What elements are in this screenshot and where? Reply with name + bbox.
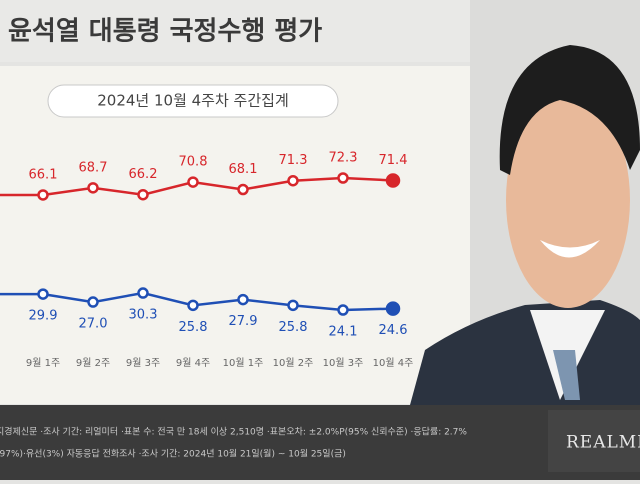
x-tick-label: 9월 3주 (126, 357, 160, 369)
data-point (137, 287, 149, 299)
data-point (187, 299, 199, 312)
x-tick-label: 10월 2주 (273, 357, 314, 369)
data-point (385, 301, 401, 316)
x-tick-label: 10월 1주 (223, 357, 264, 369)
data-point (337, 304, 349, 316)
data-point (287, 174, 299, 187)
photo (410, 0, 640, 405)
data-label: 72.3 (329, 151, 358, 166)
tie (553, 350, 580, 400)
data-point (37, 189, 49, 201)
data-point (87, 182, 99, 194)
hair (499, 45, 640, 175)
data-label: 27.9 (229, 314, 258, 329)
data-label: 25.8 (279, 320, 308, 335)
data-label: 25.8 (179, 320, 208, 335)
series-line (0, 176, 394, 197)
data-label: 68.7 (79, 160, 108, 175)
brand-box (548, 410, 640, 472)
face (506, 92, 630, 308)
data-point (87, 296, 99, 308)
data-label: 66.1 (29, 167, 58, 182)
footer-band (0, 405, 640, 480)
footer-line: 지경제신문 ·조사 기간: 리얼미터 ·표본 수: 전국 만 18세 이상 2,… (0, 426, 467, 438)
data-point (37, 288, 49, 300)
data-label: 24.6 (379, 323, 408, 338)
x-tick-label: 9월 1주 (26, 357, 60, 369)
data-label: 68.1 (229, 162, 258, 177)
x-tick-label: 9월 4주 (176, 357, 210, 369)
data-label: 71.4 (379, 153, 408, 168)
data-label: 30.3 (129, 308, 158, 323)
data-label: 70.8 (179, 155, 208, 170)
data-point (137, 188, 149, 201)
subtitle-pill (47, 84, 339, 118)
data-point (237, 183, 249, 196)
data-point (385, 173, 401, 188)
data-label: 27.0 (79, 317, 108, 332)
title: 윤석열 대통령 국정수행 평가 (8, 17, 322, 47)
data-point (187, 176, 199, 188)
subtitle: 2024년 10월 4주차 주간집계 (97, 92, 289, 110)
series-line (0, 291, 394, 312)
data-label: 66.2 (129, 167, 158, 182)
x-tick-label: 10월 4주 (373, 357, 414, 369)
data-point (337, 172, 349, 184)
x-tick-label: 10월 3주 (323, 357, 364, 369)
data-point (237, 293, 249, 306)
footer-line: (97%)·유선(3%) 자동응답 전화조사 ·조사 기간: 2024년 10월… (0, 448, 346, 460)
smile (540, 240, 600, 258)
data-label: 24.1 (329, 325, 358, 340)
brand: REALMETER (566, 433, 640, 453)
data-point (287, 299, 299, 312)
data-label: 29.9 (29, 309, 58, 324)
data-label: 71.3 (279, 153, 308, 168)
x-tick-label: 9월 2주 (76, 357, 110, 369)
title-band (0, 0, 470, 62)
